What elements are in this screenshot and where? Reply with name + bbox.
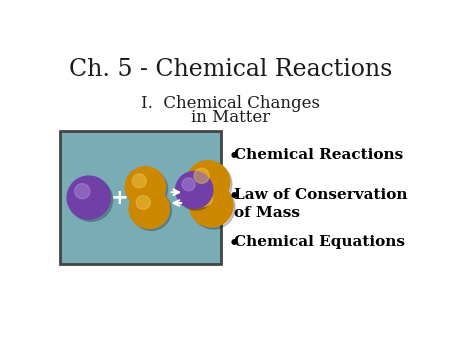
Circle shape [189,163,232,206]
Text: Law of Conservation
of Mass: Law of Conservation of Mass [234,188,408,220]
Circle shape [192,186,235,229]
Text: Ch. 5 - Chemical Reactions: Ch. 5 - Chemical Reactions [69,58,392,81]
Text: •: • [228,235,239,252]
Text: •: • [228,188,239,207]
Text: Chemical Equations: Chemical Equations [234,235,405,249]
Circle shape [177,173,215,210]
Text: Chemical Reactions: Chemical Reactions [234,148,404,162]
Circle shape [136,195,150,210]
Circle shape [129,188,169,228]
FancyBboxPatch shape [60,131,221,264]
Circle shape [67,176,111,219]
Circle shape [189,184,233,227]
Circle shape [125,167,166,207]
Circle shape [186,161,230,204]
Circle shape [131,190,171,231]
Text: +: + [111,188,129,208]
Circle shape [69,178,112,221]
Circle shape [176,171,213,209]
Circle shape [127,169,167,209]
Circle shape [75,184,90,199]
Text: in Matter: in Matter [191,109,270,126]
Circle shape [182,178,195,191]
Circle shape [194,168,209,183]
Circle shape [132,174,146,188]
Text: •: • [228,148,239,166]
Circle shape [197,191,212,207]
Text: I.  Chemical Changes: I. Chemical Changes [141,95,320,112]
